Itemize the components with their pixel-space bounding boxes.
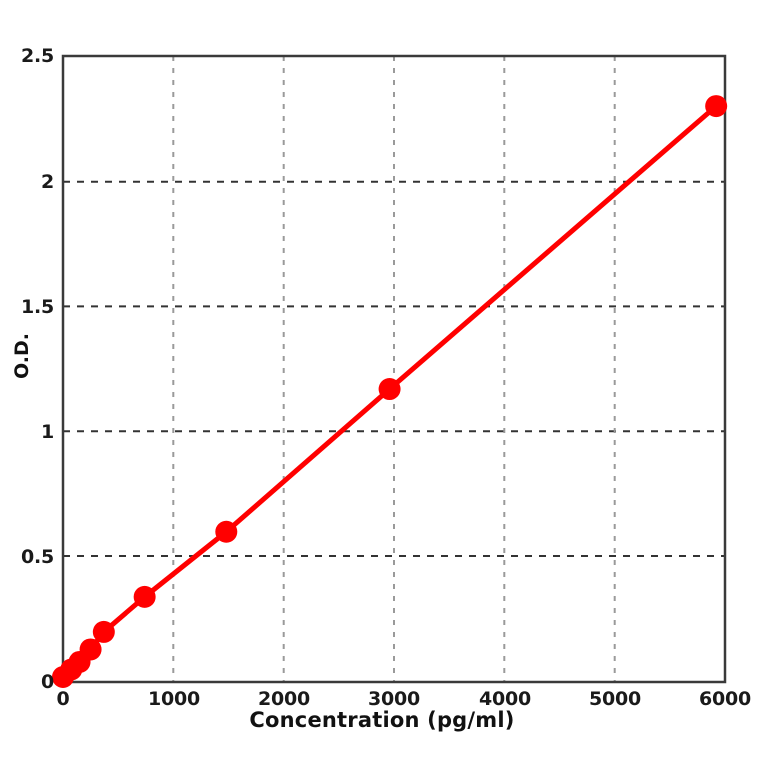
x-axis-title: Concentration (pg/ml): [249, 708, 515, 732]
y-tick-label-1: 1: [40, 421, 54, 443]
data-point-marker: [705, 95, 728, 118]
x-tick-label-4000: 4000: [478, 688, 532, 710]
data-point-marker: [215, 520, 238, 543]
y-axis-title: O.D.: [11, 333, 33, 379]
y-tick-label-1-5: 1.5: [20, 296, 54, 318]
data-markers-series-1: [52, 95, 728, 688]
data-point-marker: [133, 585, 156, 608]
x-tick-label-0: 0: [56, 688, 70, 710]
y-tick-label-2: 2: [40, 171, 54, 193]
y-tick-label-0: 0: [40, 671, 54, 693]
data-point-marker: [92, 620, 115, 643]
y-tick-label-2-5: 2.5: [20, 45, 54, 67]
plot-frame: [61, 54, 727, 684]
data-point-marker: [79, 638, 102, 661]
x-tick-label-2000: 2000: [257, 688, 311, 710]
vertical-gridlines: [172, 56, 616, 682]
y-tick-label-0-5: 0.5: [20, 546, 54, 568]
x-tick-label-3000: 3000: [367, 688, 421, 710]
x-tick-label-1000: 1000: [147, 688, 201, 710]
data-point-marker: [378, 378, 401, 401]
x-tick-label-5000: 5000: [588, 688, 642, 710]
x-tick-label-6000: 6000: [698, 688, 752, 710]
